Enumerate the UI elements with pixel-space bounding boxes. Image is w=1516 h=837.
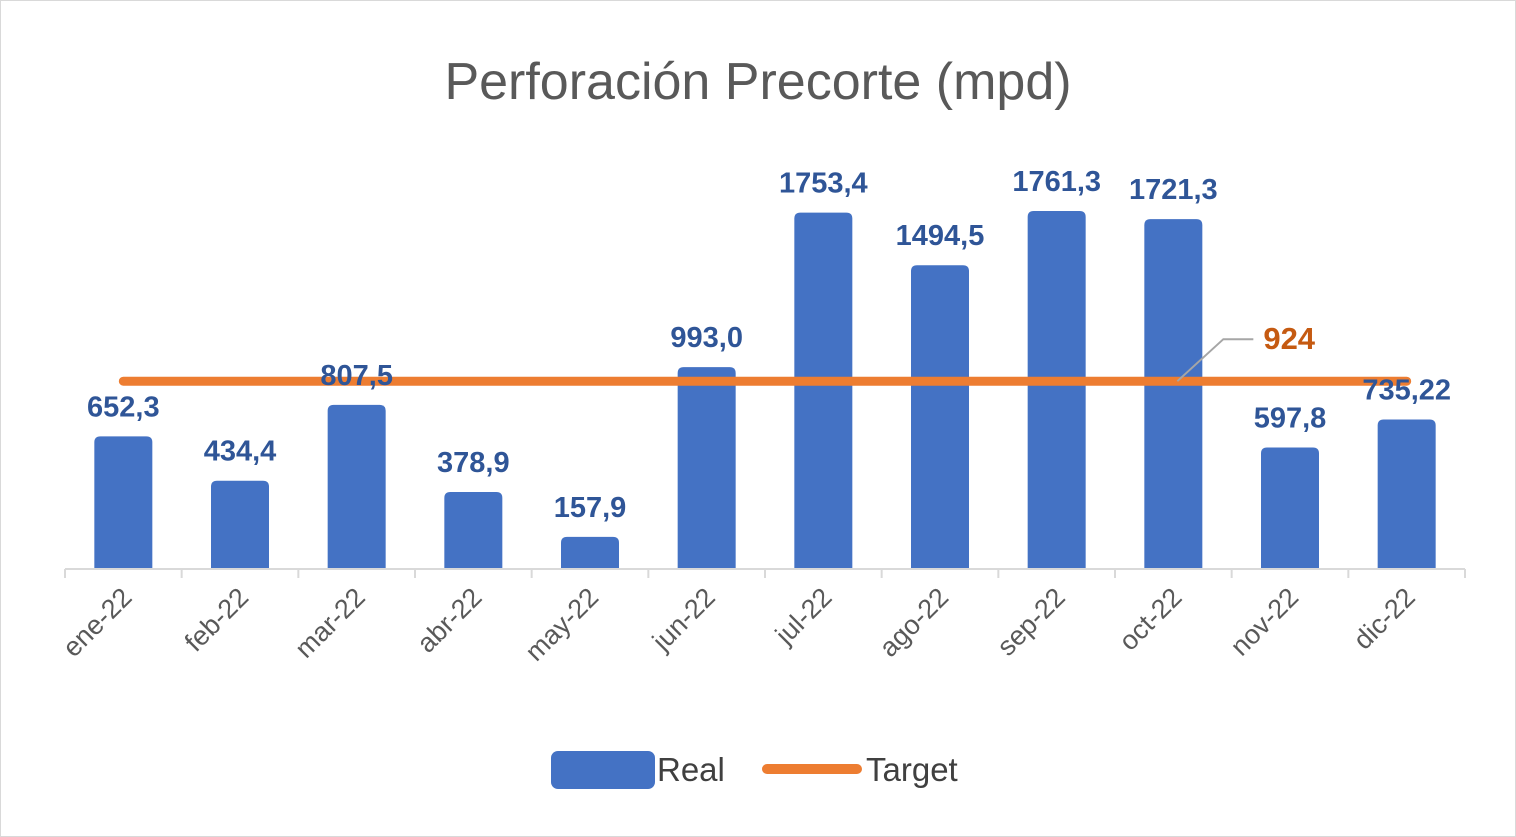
bar-nov-22 (1261, 447, 1319, 569)
tick-label-ene-22: ene-22 (57, 582, 138, 663)
bar-jun-22 (677, 367, 736, 569)
data-label-oct-22: 1721,3 (1129, 174, 1218, 206)
target-callout-leader (1176, 338, 1254, 382)
tick-label-abr-22: abr-22 (411, 582, 487, 658)
data-label-ene-22: 652,3 (87, 391, 160, 423)
data-label-dic-22: 735,22 (1362, 375, 1451, 407)
bars-layer (94, 211, 1436, 569)
data-label-jun-22: 993,0 (670, 322, 743, 354)
legend-real-swatch (551, 751, 655, 789)
tick-label-mar-22: mar-22 (289, 582, 371, 664)
bar-jul-22 (794, 212, 853, 569)
target-layer: 924 (118, 321, 1412, 386)
data-labels: 652,3 434,4 807,5 378,9 157,9 993,0 1753,4 1494… (87, 166, 1451, 524)
bar-oct-22 (1144, 219, 1203, 569)
data-label-feb-22: 434,4 (204, 436, 277, 468)
legend-target-label: Target (866, 751, 958, 788)
data-label-mar-22: 807,5 (320, 360, 393, 392)
chart-title: Perforación Precorte (mpd) (444, 53, 1071, 111)
bar-abr-22 (444, 491, 503, 569)
bar-ene-22 (94, 436, 153, 569)
tick-label-oct-22: oct-22 (1113, 582, 1187, 656)
tick-label-jun-22: jun-22 (646, 582, 721, 657)
data-label-nov-22: 597,8 (1254, 402, 1327, 434)
tick-label-may-22: may-22 (519, 582, 604, 667)
data-label-jul-22: 1753,4 (779, 168, 868, 200)
tick-label-ago-22: ago-22 (874, 582, 955, 663)
data-label-sep-22: 1761,3 (1012, 166, 1101, 198)
tick-label-nov-22: nov-22 (1225, 582, 1305, 662)
bar-sep-22 (1027, 211, 1086, 569)
x-axis: ene-22 feb-22 mar-22 abr-22 may-22 jun-22 jul-… (57, 568, 1466, 667)
data-label-may-22: 157,9 (554, 492, 627, 524)
tick-label-jul-22: jul-22 (769, 582, 838, 651)
tick-label-sep-22: sep-22 (991, 582, 1071, 662)
legend-real-label: Real (657, 751, 725, 788)
legend: Real Target (551, 751, 958, 789)
data-label-abr-22: 378,9 (437, 447, 510, 479)
bar-ago-22 (911, 265, 969, 569)
bar-may-22 (561, 536, 619, 569)
data-label-ago-22: 1494,5 (896, 220, 985, 252)
bar-mar-22 (327, 404, 386, 569)
bar-dic-22 (1377, 419, 1436, 569)
tick-label-dic-22: dic-22 (1348, 582, 1421, 655)
tick-label-feb-22: feb-22 (179, 582, 254, 657)
bar-feb-22 (211, 480, 269, 569)
target-value-label: 924 (1263, 321, 1315, 356)
